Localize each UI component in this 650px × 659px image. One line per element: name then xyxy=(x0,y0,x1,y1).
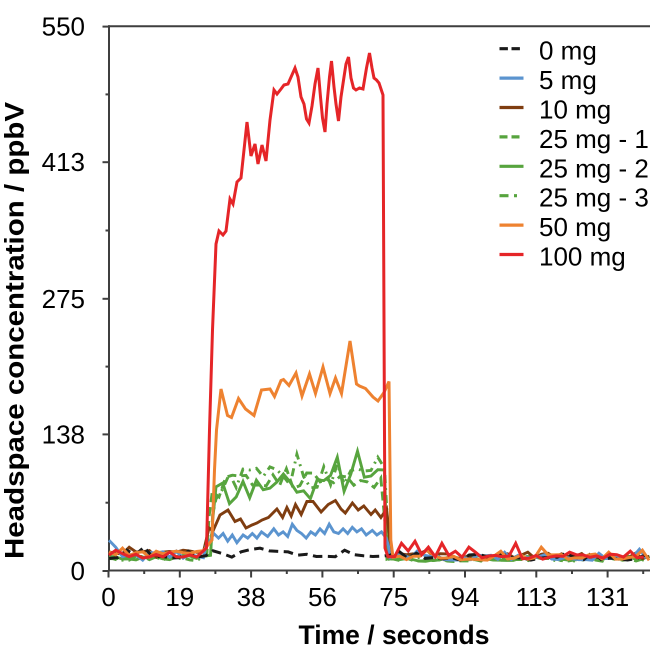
svg-text:138: 138 xyxy=(42,419,85,449)
svg-text:0 mg: 0 mg xyxy=(539,36,597,66)
svg-text:25 mg - 3: 25 mg - 3 xyxy=(539,183,649,213)
svg-text:5 mg: 5 mg xyxy=(539,65,597,95)
svg-text:75: 75 xyxy=(379,582,408,612)
svg-text:100 mg: 100 mg xyxy=(539,242,626,272)
svg-text:10 mg: 10 mg xyxy=(539,95,611,125)
svg-text:113: 113 xyxy=(516,582,557,612)
svg-text:19: 19 xyxy=(165,582,194,612)
svg-text:25 mg - 1: 25 mg - 1 xyxy=(539,124,649,154)
svg-text:50 mg: 50 mg xyxy=(539,212,611,242)
svg-text:0: 0 xyxy=(101,582,115,612)
svg-text:38: 38 xyxy=(237,582,266,612)
svg-text:413: 413 xyxy=(42,147,85,177)
svg-text:94: 94 xyxy=(451,582,480,612)
svg-text:550: 550 xyxy=(42,12,85,42)
svg-text:Headspace concentration / ppbV: Headspace concentration / ppbV xyxy=(0,102,30,559)
svg-text:131: 131 xyxy=(586,582,629,612)
svg-text:Time / seconds: Time / seconds xyxy=(299,620,490,650)
svg-text:275: 275 xyxy=(42,284,85,314)
svg-text:0: 0 xyxy=(71,556,85,586)
svg-text:25 mg - 2: 25 mg - 2 xyxy=(539,153,649,183)
svg-text:56: 56 xyxy=(308,582,337,612)
